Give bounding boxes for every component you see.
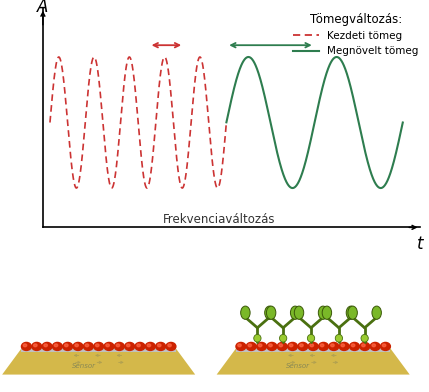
Ellipse shape — [318, 306, 328, 319]
Circle shape — [381, 343, 390, 350]
Circle shape — [52, 343, 62, 350]
Ellipse shape — [335, 334, 343, 342]
Circle shape — [279, 344, 283, 347]
Circle shape — [267, 343, 277, 350]
Circle shape — [308, 343, 318, 350]
Ellipse shape — [346, 306, 356, 319]
Text: Sensor: Sensor — [72, 363, 96, 369]
Circle shape — [236, 343, 246, 350]
Ellipse shape — [266, 306, 276, 319]
Circle shape — [44, 344, 47, 347]
Circle shape — [73, 343, 83, 350]
Circle shape — [362, 344, 365, 347]
Circle shape — [350, 343, 360, 350]
Ellipse shape — [307, 334, 315, 342]
Polygon shape — [217, 348, 410, 375]
Circle shape — [258, 344, 262, 347]
Circle shape — [54, 344, 58, 347]
Circle shape — [310, 344, 314, 347]
Circle shape — [127, 344, 130, 347]
Bar — [21, 347, 176, 352]
Circle shape — [125, 343, 135, 350]
Bar — [236, 347, 390, 352]
Circle shape — [83, 343, 93, 350]
Circle shape — [257, 343, 266, 350]
Circle shape — [320, 344, 324, 347]
Text: Frekvenciaváltozás: Frekvenciaváltozás — [163, 213, 275, 226]
Circle shape — [277, 343, 287, 350]
Circle shape — [104, 343, 114, 350]
Circle shape — [372, 344, 375, 347]
Ellipse shape — [290, 306, 300, 319]
Circle shape — [360, 343, 370, 350]
Circle shape — [157, 344, 161, 347]
Circle shape — [168, 344, 171, 347]
Circle shape — [351, 344, 355, 347]
Circle shape — [42, 343, 52, 350]
Circle shape — [147, 344, 151, 347]
Circle shape — [85, 344, 89, 347]
Circle shape — [33, 344, 37, 347]
Circle shape — [116, 344, 120, 347]
Text: A: A — [37, 0, 48, 16]
Circle shape — [341, 344, 344, 347]
Text: t: t — [417, 235, 424, 253]
Circle shape — [166, 343, 176, 350]
Circle shape — [339, 343, 349, 350]
Ellipse shape — [254, 334, 261, 342]
Circle shape — [145, 343, 155, 350]
Circle shape — [63, 343, 73, 350]
Circle shape — [137, 344, 140, 347]
Circle shape — [246, 343, 256, 350]
Circle shape — [300, 344, 303, 347]
Ellipse shape — [265, 306, 274, 319]
Circle shape — [32, 343, 42, 350]
Ellipse shape — [294, 306, 304, 319]
Circle shape — [290, 344, 293, 347]
Circle shape — [65, 344, 68, 347]
Circle shape — [319, 343, 329, 350]
Circle shape — [96, 344, 99, 347]
Polygon shape — [2, 348, 195, 375]
Circle shape — [94, 343, 104, 350]
Circle shape — [329, 343, 339, 350]
Ellipse shape — [372, 306, 381, 319]
Circle shape — [238, 344, 241, 347]
Circle shape — [248, 344, 251, 347]
Ellipse shape — [322, 306, 332, 319]
Circle shape — [298, 343, 308, 350]
Circle shape — [115, 343, 124, 350]
Circle shape — [135, 343, 145, 350]
Circle shape — [287, 343, 297, 350]
Ellipse shape — [348, 306, 357, 319]
Circle shape — [21, 343, 31, 350]
Ellipse shape — [241, 306, 250, 319]
Circle shape — [382, 344, 386, 347]
Circle shape — [269, 344, 272, 347]
Ellipse shape — [280, 334, 287, 342]
Text: Sensor: Sensor — [286, 363, 310, 369]
Circle shape — [23, 344, 27, 347]
Circle shape — [331, 344, 334, 347]
Ellipse shape — [361, 334, 368, 342]
Circle shape — [106, 344, 109, 347]
Circle shape — [156, 343, 166, 350]
Circle shape — [75, 344, 79, 347]
Legend: Kezdeti tömeg, Megnövelt tömeg: Kezdeti tömeg, Megnövelt tömeg — [289, 9, 423, 60]
Circle shape — [370, 343, 380, 350]
